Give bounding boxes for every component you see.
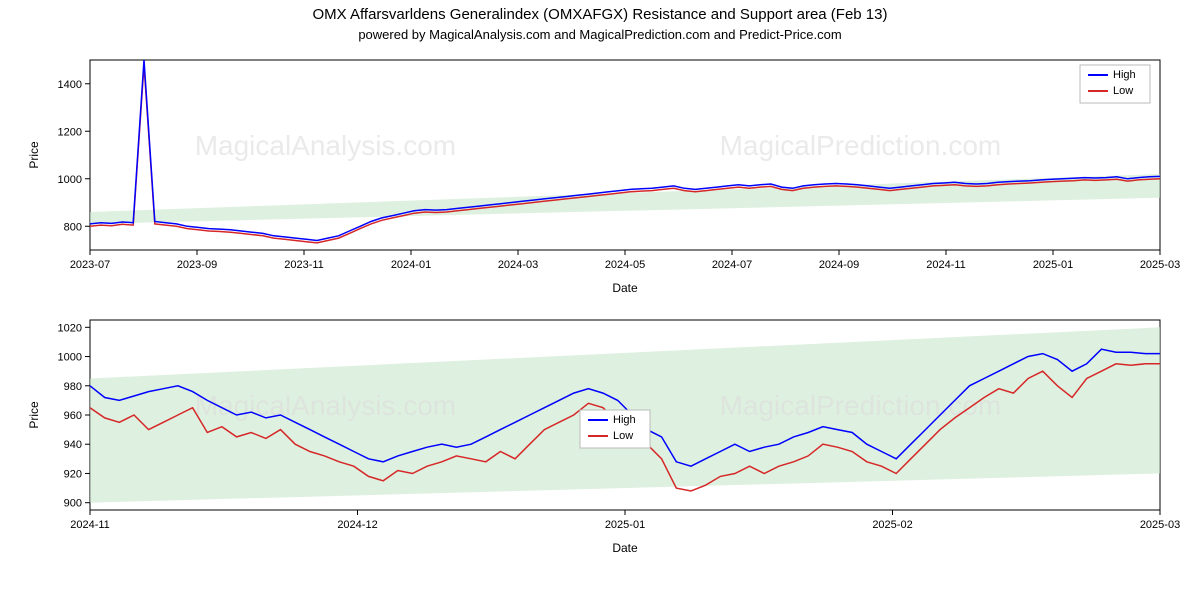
- ytick-label: 1000: [58, 174, 82, 186]
- top-chart: MagicalAnalysis.com MagicalPrediction.com…: [20, 50, 1180, 300]
- xtick-label: 2024-09: [819, 259, 859, 271]
- watermark-right: MagicalPrediction.com: [720, 390, 1002, 421]
- ytick-label: 1020: [58, 322, 82, 334]
- ytick-label: 900: [64, 498, 82, 510]
- bottom-chart: MagicalAnalysis.com MagicalPrediction.com…: [20, 310, 1180, 560]
- bottom-chart-svg: MagicalAnalysis.com MagicalPrediction.com…: [20, 310, 1180, 560]
- ytick-label: 940: [64, 439, 82, 451]
- ytick-label: 800: [64, 221, 82, 233]
- xtick-label: 2024-11: [926, 259, 966, 271]
- xtick-label: 2024-05: [605, 259, 645, 271]
- xlabel: Date: [612, 281, 638, 295]
- ytick-label: 1200: [58, 126, 82, 138]
- ytick-label: 1000: [58, 352, 82, 364]
- xtick-label: 2025-03: [1140, 519, 1180, 531]
- watermark-right: MagicalPrediction.com: [720, 130, 1002, 161]
- xtick-label: 2025-02: [872, 519, 912, 531]
- xtick-label: 2024-07: [712, 259, 752, 271]
- ytick-label: 920: [64, 468, 82, 480]
- xtick-label: 2024-12: [337, 519, 377, 531]
- chart-subtitle: powered by MagicalAnalysis.com and Magic…: [0, 27, 1200, 42]
- xtick-label: 2024-11: [70, 519, 110, 531]
- xtick-label: 2024-03: [498, 259, 538, 271]
- ylabel: Price: [27, 401, 41, 429]
- ytick-label: 960: [64, 410, 82, 422]
- legend-label: Low: [613, 430, 633, 442]
- xtick-label: 2023-09: [177, 259, 217, 271]
- chart-title: OMX Affarsvarldens Generalindex (OMXAFGX…: [0, 6, 1200, 23]
- ytick-label: 1400: [58, 79, 82, 91]
- watermark-left: MagicalAnalysis.com: [195, 390, 456, 421]
- xtick-label: 2025-01: [605, 519, 645, 531]
- xtick-label: 2025-03: [1140, 259, 1180, 271]
- watermark-left: MagicalAnalysis.com: [195, 130, 456, 161]
- xtick-label: 2024-01: [391, 259, 431, 271]
- xlabel: Date: [612, 541, 638, 555]
- legend-label: High: [1113, 69, 1136, 81]
- legend-label: High: [613, 414, 636, 426]
- xtick-label: 2025-01: [1033, 259, 1073, 271]
- top-chart-svg: MagicalAnalysis.com MagicalPrediction.com…: [20, 50, 1180, 300]
- legend-label: Low: [1113, 85, 1133, 97]
- ylabel: Price: [27, 141, 41, 169]
- ytick-label: 980: [64, 381, 82, 393]
- xtick-label: 2023-11: [284, 259, 324, 271]
- xtick-label: 2023-07: [70, 259, 110, 271]
